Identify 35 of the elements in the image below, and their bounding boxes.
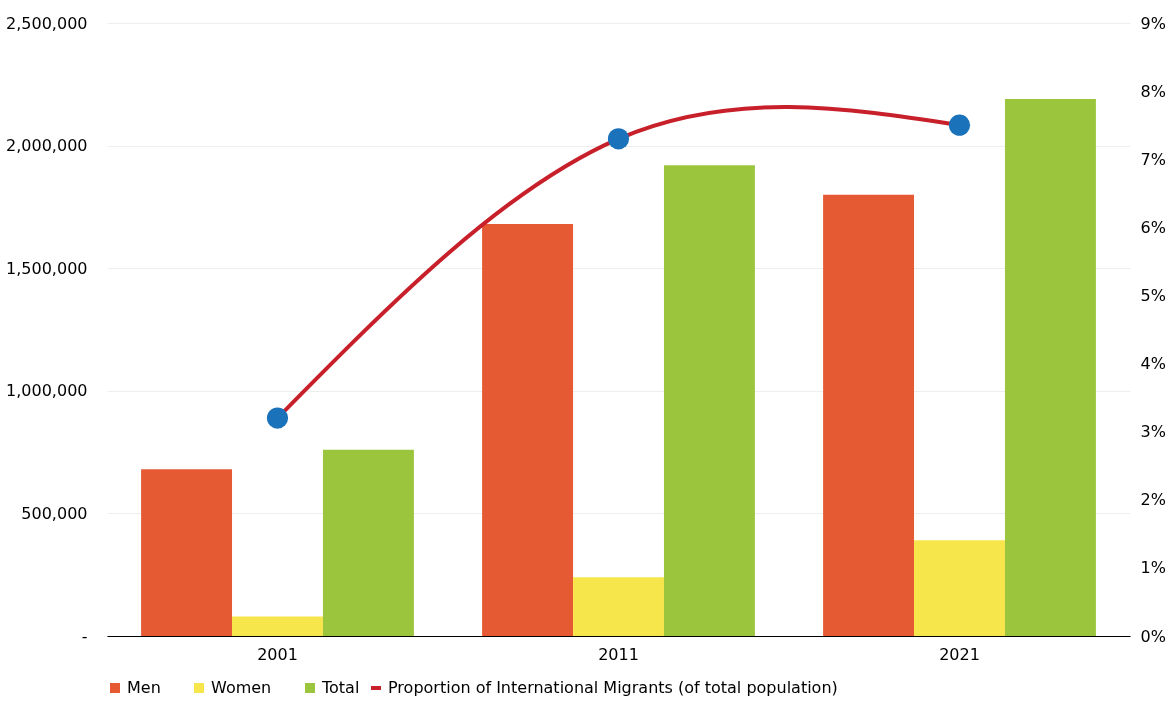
y-tick-label: 1,000,000 [6, 381, 88, 401]
bar [914, 540, 1005, 636]
y2-tick-label: 0% [1140, 626, 1166, 646]
legend-label: Women [211, 678, 272, 697]
bar [232, 616, 323, 636]
y-tick-label: - [81, 626, 88, 646]
y-tick-label: 500,000 [21, 503, 88, 523]
bar [482, 224, 574, 636]
y2-tick-label: 5% [1140, 285, 1166, 305]
x-tick-label: 2001 [257, 644, 298, 664]
bar [1004, 99, 1096, 636]
legend-label: Proportion of International Migrants (of total population) [388, 678, 838, 697]
bar [322, 449, 414, 636]
y2-tick-label: 1% [1140, 558, 1166, 578]
x-tick-label: 2021 [939, 644, 980, 664]
y-tick-label: 2,500,000 [6, 13, 88, 33]
point [607, 128, 630, 150]
y2-tick-label: 2% [1140, 490, 1166, 510]
y2-tick-label: 3% [1140, 422, 1166, 442]
bar [823, 194, 915, 636]
y2-tick-label: 9% [1140, 13, 1166, 33]
bar [573, 577, 664, 636]
bar [663, 165, 755, 636]
point [948, 114, 971, 136]
y2-tick-label: 4% [1140, 354, 1166, 374]
y2-tick-label: 8% [1140, 81, 1166, 101]
bar [141, 469, 233, 636]
y-tick-label: 2,000,000 [6, 136, 88, 156]
y2-tick-label: 6% [1140, 217, 1166, 237]
x-tick-label: 2011 [598, 644, 639, 664]
y-tick-label: 1,500,000 [6, 258, 88, 278]
legend-label: Men [127, 678, 161, 697]
legend-label: Total [321, 678, 360, 697]
y2-tick-label: 7% [1140, 149, 1166, 169]
point [266, 407, 289, 429]
